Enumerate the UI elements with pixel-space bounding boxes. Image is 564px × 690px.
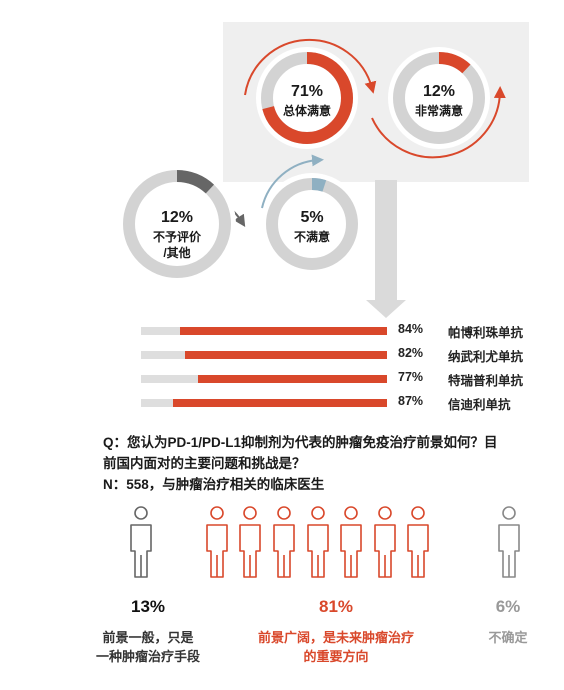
person-icon [374, 506, 396, 578]
group-description: 前景广阔，是未来肿瘤治疗 的重要方向 [226, 628, 446, 666]
group-description-line: 前景一般，只是 [102, 630, 194, 645]
donut-svg: 71% 总体满意 12% 非常满意 12% 不予评价/其他 5% 不满意 [118, 22, 529, 318]
bar-fill [197, 375, 387, 383]
question-line-3: N：558，与肿瘤治疗相关的临床医生 [103, 477, 325, 492]
donut-slice-overall-satisfied [261, 52, 353, 144]
donut-value-overall-satisfied: 71% [291, 83, 323, 100]
question-line-1: Q：您认为PD-1/PD-L1抑制剂为代表的肿瘤免疫治疗前景如何？目 [103, 435, 498, 450]
person-icon [340, 506, 362, 578]
bar-fill [172, 399, 387, 407]
bar-category-label: 帕博利珠单抗 [448, 326, 524, 340]
donut-label-overall-satisfied: 总体满意 [283, 103, 331, 118]
donut-slice-dissatisfied [266, 178, 358, 270]
donut-very-satisfied: 12% 非常满意 [388, 47, 490, 149]
donut-overall-satisfied: 71% 总体满意 [256, 47, 358, 149]
connector-arc-1 [244, 38, 377, 96]
down-arrow [366, 180, 406, 318]
donut-outer-bg [118, 165, 236, 283]
bar-value-label: 87% [398, 394, 424, 408]
person-icon [130, 506, 152, 578]
bar-value-label: 82% [398, 346, 424, 360]
group-description-line: 前景广阔，是未来肿瘤治疗 [257, 630, 414, 645]
bar-track [141, 375, 387, 383]
donut-dissatisfied: 5% 不满意 [261, 173, 363, 275]
donut-layer: 71% 总体满意 12% 非常满意 12% 不予评价/其他 5% 不满意 [118, 47, 490, 283]
person-icon [206, 506, 228, 578]
bar-fill [180, 327, 387, 335]
group-description: 前景一般，只是 一种肿瘤治疗手段 [68, 628, 228, 666]
donut-value-no-comment-other: 12% [161, 209, 193, 226]
group-percent: 6% [495, 597, 521, 616]
people-icons [130, 506, 520, 578]
donut-label-dissatisfied: 不满意 [294, 229, 330, 244]
person-icon [239, 506, 261, 578]
bar-track [141, 327, 387, 335]
bar-value-label: 77% [398, 370, 424, 384]
bar-category-label: 信迪利单抗 [448, 398, 511, 412]
bar-fill [185, 351, 387, 359]
question-block: Q：您认为PD-1/PD-L1抑制剂为代表的肿瘤免疫治疗前景如何？目 前国内面对… [103, 432, 553, 495]
group-description-line: 的重要方向 [303, 649, 369, 664]
group-description-line: 一种肿瘤治疗手段 [95, 649, 200, 664]
connector-arc-4 [261, 154, 324, 209]
donut-label-very-satisfied: 非常满意 [415, 103, 463, 118]
person-icon [407, 506, 429, 578]
donut-no-comment-other: 12% 不予评价/其他 [118, 165, 236, 283]
group-description: 不确定 [463, 628, 553, 647]
donut-label-no-comment-other: /其他 [163, 245, 190, 260]
question-line-2: 前国内面对的主要问题和挑战是？ [103, 456, 306, 471]
donut-value-dissatisfied: 5% [300, 209, 323, 226]
person-icon [307, 506, 329, 578]
person-icon [273, 506, 295, 578]
group-description-line: 不确定 [488, 630, 528, 645]
donut-slice-very-satisfied [393, 52, 485, 144]
person-icon [498, 506, 520, 578]
group-percent: 81% [318, 597, 354, 616]
bar-category-label: 特瑞普利单抗 [448, 374, 524, 388]
bar-track [141, 351, 387, 359]
connector-arc-2 [371, 86, 506, 159]
group-percent: 13% [130, 597, 166, 616]
bar-category-label: 纳武利尤单抗 [448, 350, 524, 364]
donut-slice-no-comment-other [123, 170, 231, 278]
bar-value-label: 84% [398, 322, 424, 336]
donut-label-no-comment-other: 不予评价 [153, 230, 202, 244]
bar-track [141, 399, 387, 407]
donut-value-very-satisfied: 12% [423, 83, 455, 100]
